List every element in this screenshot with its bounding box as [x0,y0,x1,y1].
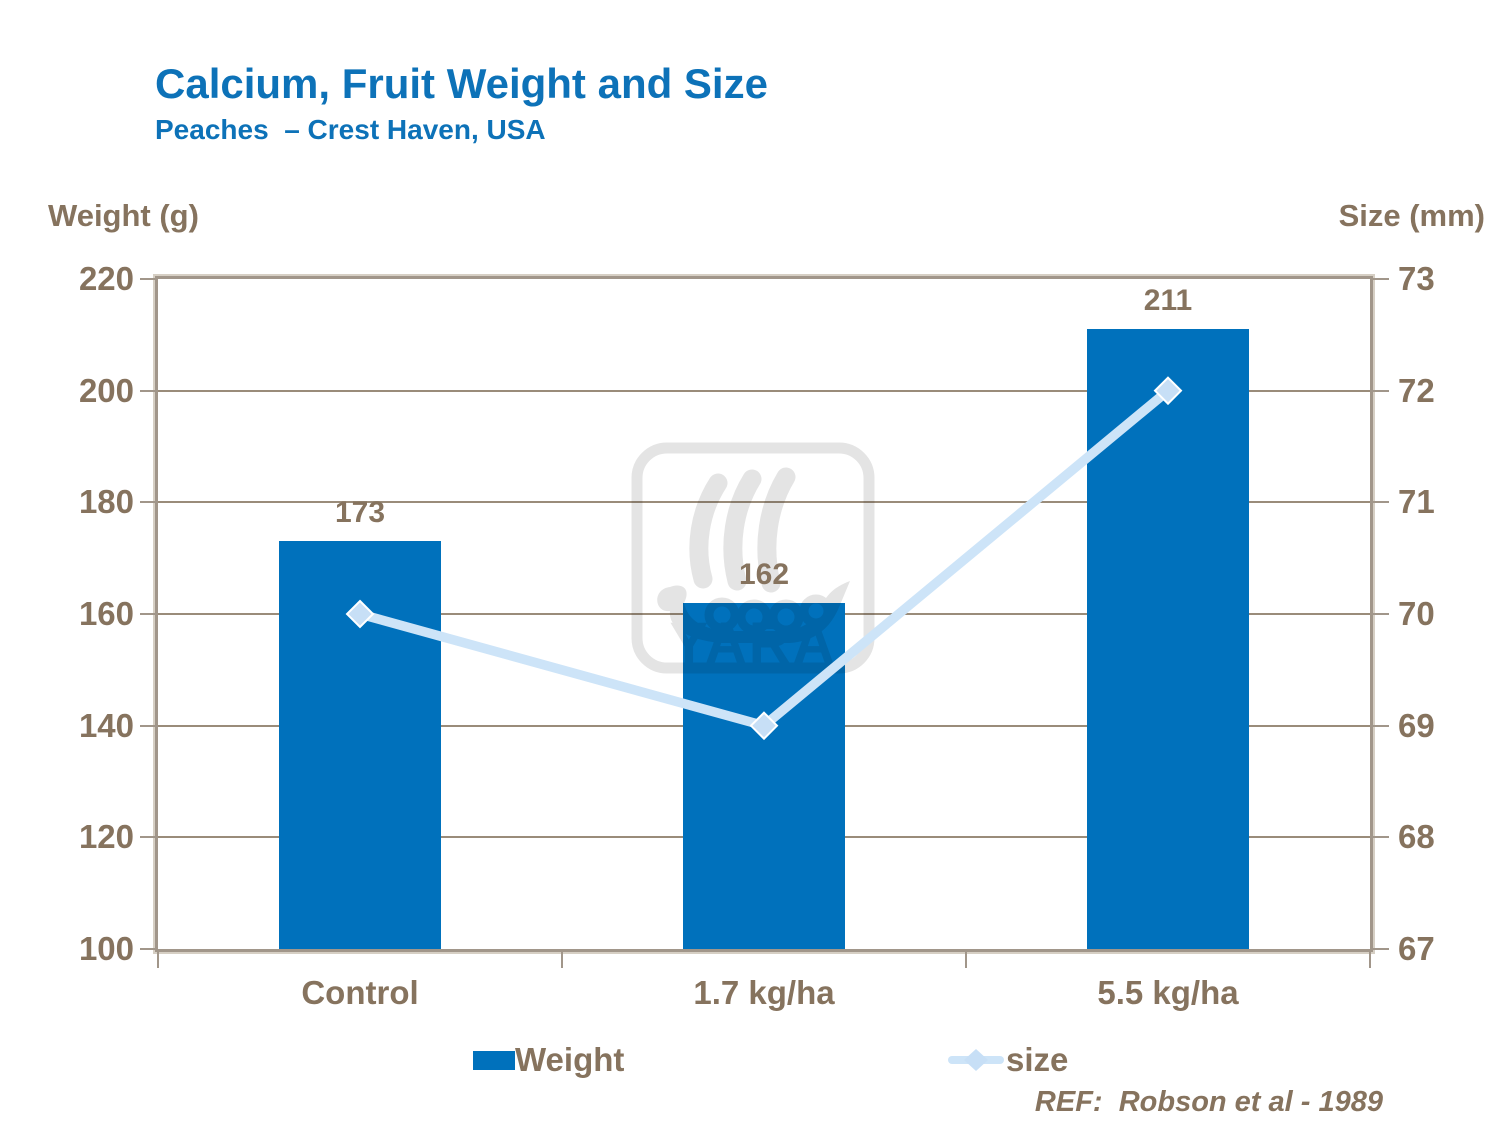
left-axis-tick-label: 100 [78,930,134,967]
gridline [158,389,1370,392]
right-axis-tickmark [1371,389,1389,392]
size-diamond-marker [749,711,779,741]
chart-title: Calcium, Fruit Weight and Size [155,60,768,107]
size-diamond-marker [345,599,375,629]
right-axis-tickmark [1371,278,1389,280]
x-category-label: 1.7 kg/ha [693,974,835,1011]
plot-area: YARA [155,276,1373,952]
x-axis-tickmark [561,952,563,968]
left-axis-tickmark [140,724,158,727]
right-axis-tick-label: 73 [1398,260,1435,297]
left-axis-tickmark [140,278,158,280]
right-axis-tick-label: 67 [1398,930,1435,967]
reference-text: REF: Robson et al - 1989 [1034,1086,1383,1118]
left-axis-tickmark [140,501,158,504]
left-axis-tick-label: 160 [78,595,134,632]
left-axis-title: Weight (g) [48,198,199,233]
x-axis-tickmark [1369,952,1371,968]
right-axis-tick-label: 70 [1398,595,1435,632]
x-axis-tickmark [157,952,159,968]
bar-value-label: 162 [738,557,790,591]
legend-weight-swatch [473,1050,515,1070]
right-axis-tick-label: 68 [1398,818,1435,856]
left-axis-tick-label: 200 [78,371,134,409]
legend-size-label: size [1006,1041,1069,1078]
x-axis-tickmark [965,952,967,968]
left-axis-tickmark [140,948,158,950]
legend-weight-label: Weight [515,1041,625,1078]
left-axis-tick-label: 180 [78,483,134,521]
left-axis-tick-label: 220 [78,260,134,297]
chart-subtitle: Peaches – Crest Haven, USA [155,114,546,145]
size-diamond-marker [1153,376,1183,406]
right-axis-tick-label: 72 [1398,371,1435,409]
x-category-label: 5.5 kg/ha [1097,974,1239,1011]
right-axis-tick-label: 71 [1398,483,1435,521]
legend-item-size: size [948,1041,1068,1079]
legend-item-weight: Weight [473,1041,624,1079]
right-axis-tickmark [1371,501,1389,504]
right-axis-tickmark [1371,948,1389,950]
left-axis-tick-label: 120 [78,818,134,856]
bar-value-label: 211 [1143,284,1193,318]
left-axis-tickmark [140,836,158,839]
right-axis-title: Size (mm) [1338,198,1485,233]
right-axis-tickmark [1371,613,1389,615]
x-category-label: Control [301,974,419,1011]
right-axis-tick-label: 69 [1398,706,1435,744]
left-axis-tickmark [140,389,158,392]
bar-value-label: 173 [334,496,386,530]
right-axis-tickmark [1371,836,1389,839]
size-line-series [345,376,1183,741]
left-axis-tick-label: 140 [78,706,134,744]
legend-size-swatch [948,1049,1004,1071]
right-axis-tickmark [1371,724,1389,727]
left-axis-tickmark [140,613,158,615]
